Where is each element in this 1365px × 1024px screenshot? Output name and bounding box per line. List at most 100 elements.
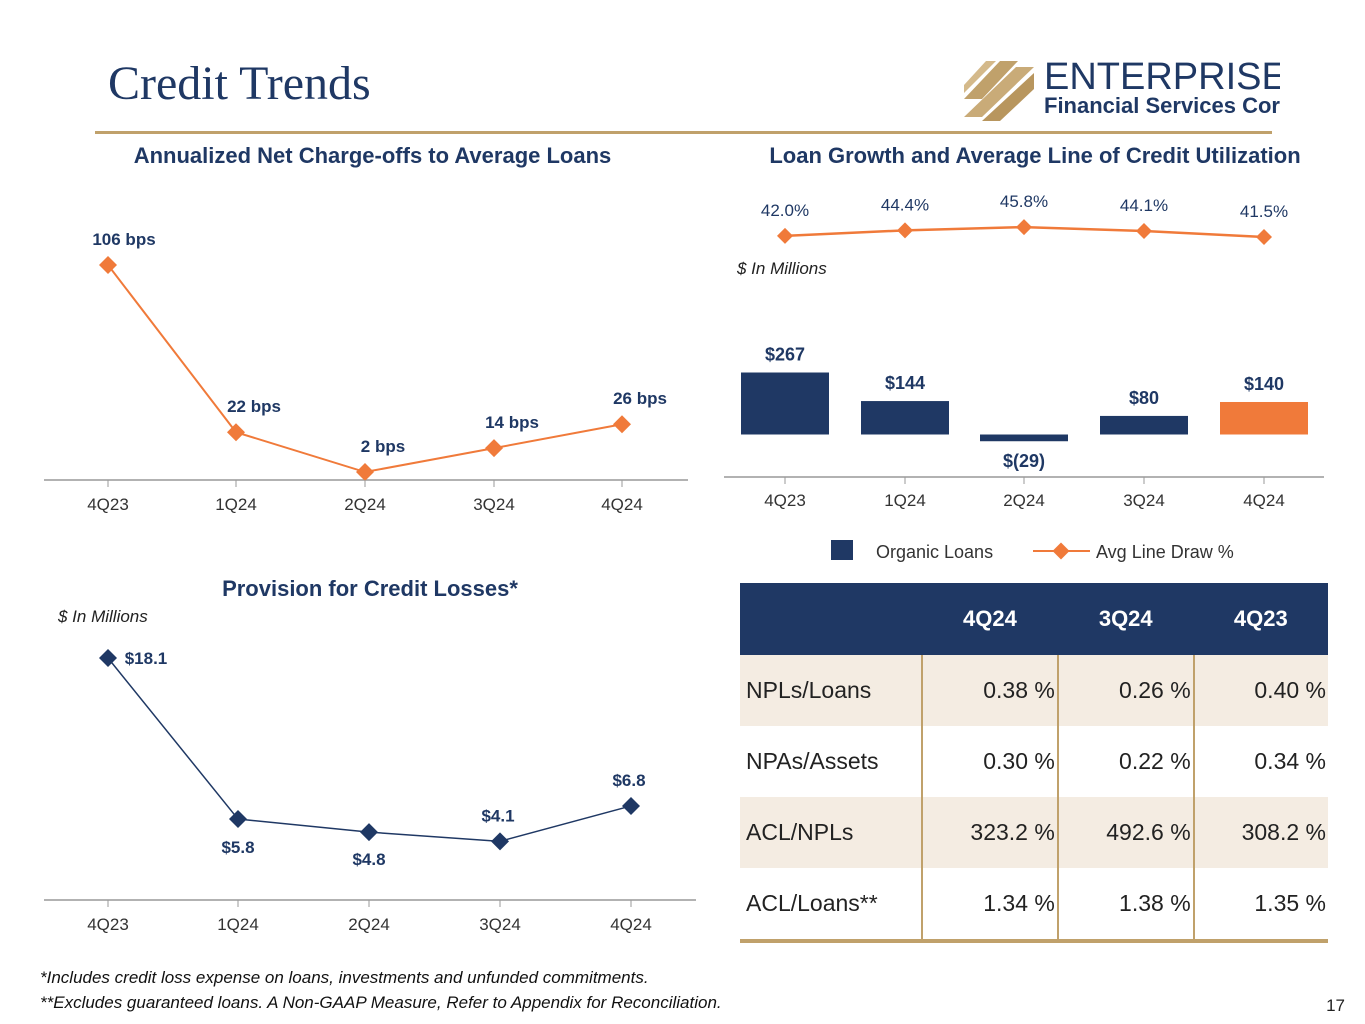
legend-draw-label: Avg Line Draw % xyxy=(1096,542,1234,562)
cell-value: 1.38 % xyxy=(1056,868,1194,943)
organic-loans-bar xyxy=(861,401,949,435)
nco-point xyxy=(227,423,245,442)
table-row: NPLs/Loans 0.38 % 0.26 % 0.40 % xyxy=(740,655,1328,726)
avg-line-draw-label: 41.5% xyxy=(1240,202,1288,221)
loan-legend: Organic Loans Avg Line Draw % xyxy=(831,540,1234,562)
nco-point xyxy=(356,463,374,482)
nco-tick-label: 4Q24 xyxy=(601,495,643,514)
nco-data-label: 14 bps xyxy=(485,413,539,432)
organic-loans-bar xyxy=(1100,415,1188,435)
organic-loans-label: $140 xyxy=(1244,374,1284,394)
legend-organic-swatch xyxy=(831,540,853,560)
nco-data-label: 26 bps xyxy=(613,389,667,408)
avg-line-draw-label: 42.0% xyxy=(761,201,809,220)
company-logo: ENTERPRISE Financial Services Corp xyxy=(964,56,1280,121)
provision-point xyxy=(360,823,378,842)
avg-line-draw-point xyxy=(1256,229,1272,245)
avg-line-draw-label: 45.8% xyxy=(1000,192,1048,211)
provision-tick-label: 3Q24 xyxy=(479,915,521,934)
organic-loans-label: $267 xyxy=(765,345,805,365)
avg-line-draw-label: 44.4% xyxy=(881,195,929,214)
table-header-3q24: 3Q24 xyxy=(1057,583,1194,655)
provision-data-label: $18.1 xyxy=(125,649,168,668)
logo-name: ENTERPRISE xyxy=(1044,56,1280,98)
loan-tick-label: 1Q24 xyxy=(884,491,926,510)
cell-value: 308.2 % xyxy=(1192,797,1328,868)
provision-data-label: $4.8 xyxy=(352,850,385,869)
provision-point xyxy=(99,649,117,667)
cell-value: 0.30 % xyxy=(921,726,1058,797)
provision-chart-unit-note: $ In Millions xyxy=(58,607,148,626)
page-number: 17 xyxy=(1326,996,1345,1015)
table-header-4q23: 4Q23 xyxy=(1193,583,1328,655)
legend-organic-label: Organic Loans xyxy=(876,542,993,562)
provision-data-label: $4.1 xyxy=(481,806,514,825)
organic-loans-bar xyxy=(741,372,829,435)
title-divider xyxy=(95,131,1272,134)
avg-line-draw-point xyxy=(1136,223,1152,240)
legend-draw-marker xyxy=(1052,542,1070,560)
organic-loans-label: $144 xyxy=(885,373,925,393)
row-label: ACL/Loans** xyxy=(740,868,922,943)
credit-metrics-table: 4Q24 3Q24 4Q23 NPLs/Loans 0.38 % 0.26 % … xyxy=(740,583,1328,943)
row-label: NPAs/Assets xyxy=(746,748,879,774)
cell-value: 492.6 % xyxy=(1056,797,1194,868)
provision-tick-label: 4Q24 xyxy=(610,915,652,934)
nco-tick-label: 2Q24 xyxy=(344,495,386,514)
nco-data-label: 2 bps xyxy=(361,437,405,456)
loan-tick-label: 3Q24 xyxy=(1123,491,1165,510)
cell-value: 323.2 % xyxy=(921,797,1058,868)
table-row: ACL/NPLs 323.2 % 492.6 % 308.2 % xyxy=(740,797,1328,868)
loan-tick-label: 2Q24 xyxy=(1003,491,1045,510)
cell-value: 0.34 % xyxy=(1192,726,1328,797)
footnote-2: **Excludes guaranteed loans. A Non-GAAP … xyxy=(40,993,722,1012)
cell-value: 0.40 % xyxy=(1192,655,1328,726)
provision-tick-label: 4Q23 xyxy=(87,915,129,934)
row-label: ACL/NPLs xyxy=(740,797,922,868)
avg-line-draw-point xyxy=(777,227,793,244)
loan-chart-title: Loan Growth and Average Line of Credit U… xyxy=(769,143,1301,168)
organic-loans-bar xyxy=(980,434,1068,442)
logo-subtitle: Financial Services Corp xyxy=(1044,93,1280,118)
nco-point xyxy=(613,415,631,434)
provision-chart-title: Provision for Credit Losses* xyxy=(222,576,518,601)
cell-value: 0.38 % xyxy=(921,655,1058,726)
cell-value: 0.26 % xyxy=(1056,655,1194,726)
organic-loans-label: $(29) xyxy=(1003,451,1045,471)
table-header-row: 4Q24 3Q24 4Q23 xyxy=(740,583,1328,655)
nco-point xyxy=(99,256,117,274)
table-row: NPAs/Assets 0.30 % 0.22 % 0.34 % xyxy=(740,726,1328,797)
page-title: Credit Trends xyxy=(108,57,371,110)
cell-value: 0.22 % xyxy=(1056,726,1194,797)
nco-chart-title: Annualized Net Charge-offs to Average Lo… xyxy=(133,143,612,168)
organic-loans-label: $80 xyxy=(1129,388,1159,408)
provision-tick-label: 1Q24 xyxy=(217,915,259,934)
avg-line-draw-label: 44.1% xyxy=(1120,196,1168,215)
logo-mark-icon xyxy=(964,61,1034,121)
avg-line-draw-point xyxy=(1016,219,1032,236)
loan-chart-unit-note: $ In Millions xyxy=(737,259,827,278)
provision-point xyxy=(622,796,640,815)
avg-line-draw-point xyxy=(897,222,913,239)
loan-tick-label: 4Q23 xyxy=(764,491,806,510)
nco-point xyxy=(485,439,503,458)
loan-tick-label: 4Q24 xyxy=(1243,491,1285,510)
table-row: ACL/Loans** 1.34 % 1.38 % 1.35 % xyxy=(740,868,1328,943)
nco-tick-label: 4Q23 xyxy=(87,495,129,514)
provision-point xyxy=(491,832,509,851)
cell-value: 1.35 % xyxy=(1192,868,1328,943)
provision-data-label: $5.8 xyxy=(221,838,254,857)
nco-data-label: 22 bps xyxy=(227,397,281,416)
nco-tick-label: 3Q24 xyxy=(473,495,515,514)
provision-tick-label: 2Q24 xyxy=(348,915,390,934)
table-header-4q24: 4Q24 xyxy=(922,583,1058,655)
row-label: NPLs/Loans xyxy=(740,655,922,726)
cell-value: 1.34 % xyxy=(921,868,1058,943)
nco-tick-label: 1Q24 xyxy=(215,495,257,514)
nco-data-label: 106 bps xyxy=(92,230,155,249)
provision-data-label: $6.8 xyxy=(612,771,645,790)
organic-loans-bar xyxy=(1220,401,1308,435)
